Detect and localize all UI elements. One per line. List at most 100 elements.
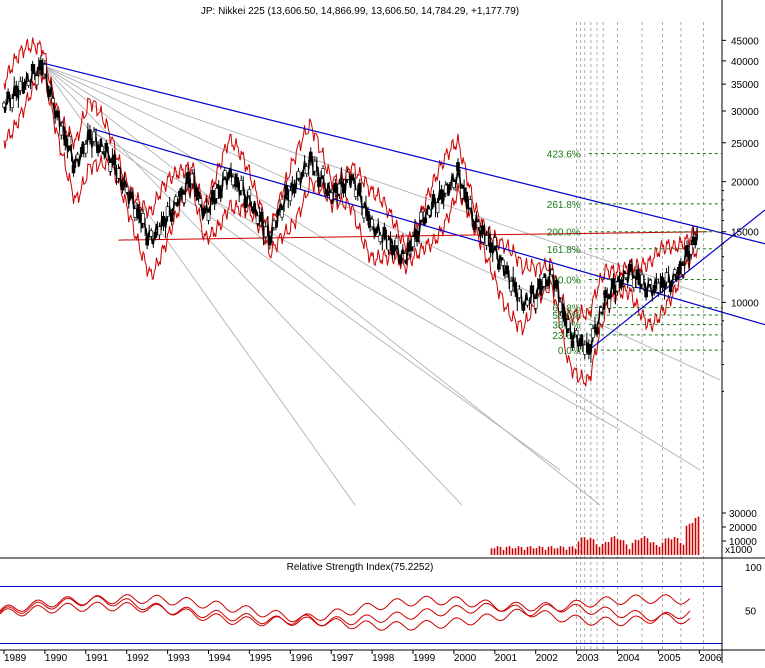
price-candle — [419, 211, 423, 221]
price-candle — [582, 344, 587, 355]
trendline-upper — [42, 62, 765, 245]
volume-bar — [538, 546, 541, 555]
price-candle — [403, 253, 407, 261]
volume-bar — [511, 548, 514, 555]
price-candle — [67, 136, 72, 147]
price-candle — [300, 172, 305, 177]
price-candle — [313, 160, 317, 172]
year-label: 1990 — [45, 653, 68, 663]
price-candle — [603, 290, 608, 299]
fib-level-label: 261.8% — [547, 200, 581, 211]
fib-level-label: 0.0% — [558, 346, 581, 357]
volume-bar — [691, 522, 694, 555]
price-candle — [362, 207, 366, 219]
price-candle — [472, 223, 477, 230]
volume-bar — [616, 539, 619, 555]
volume-bar — [694, 517, 697, 555]
fan-line — [93, 132, 621, 431]
price-candle — [672, 269, 677, 275]
volume-bar — [532, 548, 535, 555]
price-candle — [108, 162, 113, 172]
price-candle — [411, 236, 415, 247]
price-tick-label: 30000 — [731, 107, 759, 118]
rsi-upper-envelope — [0, 594, 691, 631]
price-candle — [34, 75, 39, 86]
rsi-average-line — [0, 601, 691, 627]
volume-bar — [670, 539, 673, 555]
price-candle — [448, 184, 452, 191]
volume-bar — [499, 546, 502, 555]
year-label: 1991 — [86, 653, 109, 663]
price-candle — [47, 89, 51, 98]
price-candle — [259, 211, 264, 222]
price-candle — [681, 265, 685, 275]
price-candle — [88, 129, 92, 140]
price-candle — [133, 208, 137, 218]
price-candle — [423, 217, 428, 224]
price-candle — [251, 206, 256, 212]
year-label: 1997 — [331, 653, 354, 663]
price-candle — [231, 176, 235, 186]
volume-bar — [547, 546, 550, 555]
price-candle — [366, 210, 370, 221]
volume-bar — [595, 544, 598, 555]
chart-title: JP: Nikkei 225 (13,606.50, 14,866.99, 13… — [201, 6, 519, 17]
price-candle — [194, 187, 199, 197]
price-candle — [128, 191, 133, 198]
year-label: 2003 — [577, 653, 600, 663]
price-candle — [227, 172, 231, 178]
volume-bar — [661, 542, 664, 555]
price-candle — [210, 190, 215, 201]
volume-bar — [496, 546, 499, 555]
volume-bar — [514, 548, 517, 555]
year-label: 1995 — [249, 653, 272, 663]
volume-bar — [580, 537, 583, 555]
volume-bar — [565, 549, 568, 555]
volume-bar — [613, 536, 616, 555]
fib-level-label: 61.8% — [552, 304, 580, 315]
price-candle — [145, 236, 149, 246]
price-candle — [308, 151, 313, 162]
price-tick-label: 15000 — [731, 228, 759, 239]
price-candle — [513, 281, 518, 293]
volume-bar — [535, 548, 538, 555]
fib-level-label: 50.0% — [552, 311, 580, 322]
price-candle — [341, 183, 346, 194]
price-candle — [644, 289, 648, 298]
price-candle — [656, 282, 661, 293]
volume-bar — [577, 541, 580, 555]
volume-bar — [526, 546, 529, 555]
year-label: 1992 — [127, 653, 150, 663]
price-candle — [157, 226, 162, 236]
price-candle — [214, 188, 219, 199]
volume-bar — [631, 542, 634, 555]
price-tick-label: 25000 — [731, 139, 759, 150]
price-candle — [542, 277, 546, 287]
price-candle — [141, 213, 145, 224]
year-label: 1996 — [290, 653, 313, 663]
price-candle — [329, 192, 334, 201]
price-candle — [578, 338, 583, 347]
price-candle — [26, 81, 31, 86]
price-candle — [79, 147, 84, 154]
price-candle — [492, 237, 497, 247]
price-candle — [153, 231, 158, 238]
price-candle — [632, 278, 636, 288]
price-candle — [165, 206, 170, 217]
price-candle — [533, 298, 538, 309]
volume-bar — [622, 540, 625, 555]
volume-bar — [544, 549, 547, 555]
price-candle — [431, 194, 436, 204]
price-candle — [182, 194, 186, 203]
fan-line — [42, 65, 701, 471]
year-label: 1993 — [168, 653, 191, 663]
price-candle — [660, 277, 665, 288]
price-candle — [627, 263, 632, 272]
price-candle — [337, 183, 342, 195]
price-candle — [685, 245, 689, 256]
volume-bar — [640, 538, 643, 555]
price-candle — [14, 85, 19, 97]
price-candle — [317, 177, 321, 187]
volume-bar — [607, 541, 610, 555]
year-label: 1999 — [413, 653, 436, 663]
